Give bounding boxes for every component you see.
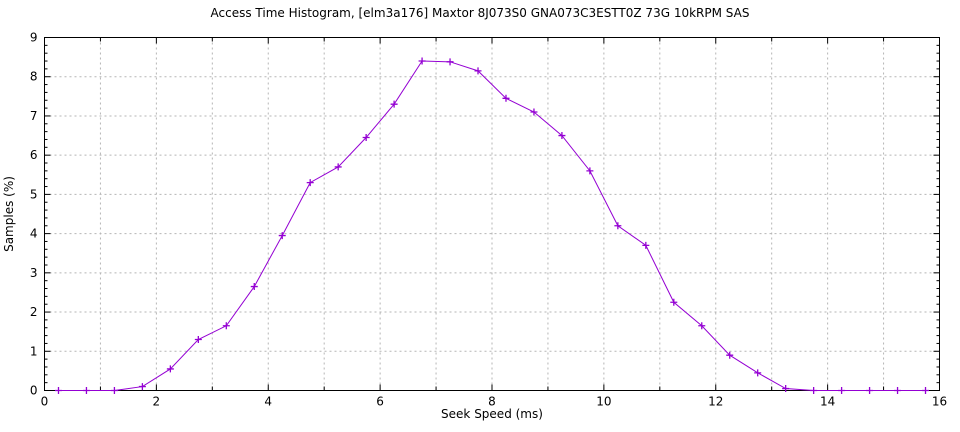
grid-lines — [44, 37, 940, 391]
svg-text:12: 12 — [708, 395, 723, 409]
svg-text:2: 2 — [153, 395, 161, 409]
svg-text:6: 6 — [30, 148, 38, 162]
svg-text:1: 1 — [30, 344, 38, 358]
svg-text:16: 16 — [932, 395, 947, 409]
svg-text:6: 6 — [376, 395, 384, 409]
svg-text:2: 2 — [30, 305, 38, 319]
svg-text:9: 9 — [30, 31, 38, 45]
svg-text:5: 5 — [30, 187, 38, 201]
svg-text:14: 14 — [820, 395, 835, 409]
data-markers — [54, 57, 930, 394]
svg-text:10: 10 — [596, 395, 611, 409]
svg-text:0: 0 — [30, 384, 38, 398]
svg-text:8: 8 — [488, 395, 496, 409]
axis-ticks — [44, 37, 940, 391]
svg-text:8: 8 — [30, 70, 38, 84]
chart-title: Access Time Histogram, [elm3a176] Maxtor… — [210, 6, 750, 20]
x-axis-label: Seek Speed (ms) — [441, 407, 543, 421]
data-line — [58, 60, 926, 391]
y-tick-labels: 0 1 2 3 4 5 6 7 8 9 — [30, 31, 38, 398]
svg-text:3: 3 — [30, 266, 38, 280]
svg-text:4: 4 — [30, 227, 38, 241]
svg-text:0: 0 — [41, 395, 49, 409]
x-tick-labels: 0 2 4 6 8 10 12 14 16 — [41, 395, 947, 409]
svg-text:7: 7 — [30, 109, 38, 123]
svg-text:4: 4 — [264, 395, 272, 409]
